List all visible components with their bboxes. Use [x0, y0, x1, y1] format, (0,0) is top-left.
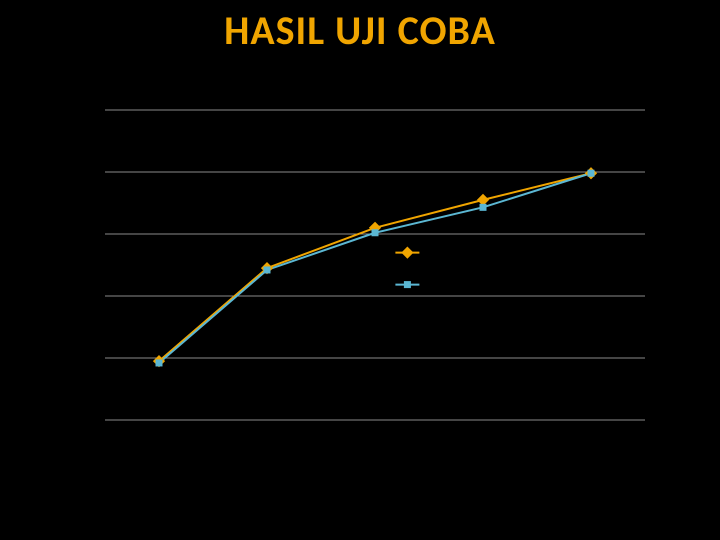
line-chart — [95, 105, 655, 465]
slide-title: HASIL UJI COBA — [0, 6, 720, 55]
slide: HASIL UJI COBA — [0, 0, 720, 540]
chart-container — [95, 105, 655, 465]
